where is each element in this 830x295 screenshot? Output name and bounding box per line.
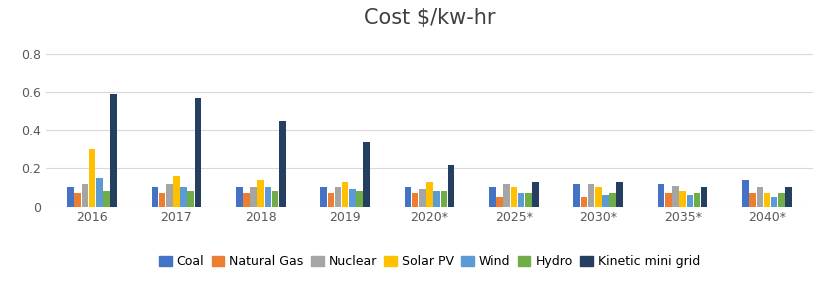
Bar — [180, 188, 187, 206]
Bar — [518, 193, 525, 206]
Bar — [110, 94, 117, 206]
Bar — [320, 188, 327, 206]
Bar — [279, 121, 286, 206]
Bar — [251, 188, 257, 206]
Bar — [188, 191, 194, 206]
Bar — [785, 188, 792, 206]
Bar — [89, 150, 95, 206]
Bar — [672, 186, 679, 206]
Bar — [749, 193, 756, 206]
Bar — [686, 195, 693, 206]
Bar — [342, 182, 349, 206]
Bar — [433, 191, 440, 206]
Bar — [679, 191, 686, 206]
Bar — [756, 188, 763, 206]
Bar — [152, 188, 159, 206]
Bar — [356, 191, 363, 206]
Bar — [334, 188, 341, 206]
Bar — [602, 195, 608, 206]
Bar — [510, 188, 517, 206]
Bar — [195, 98, 201, 206]
Bar — [764, 193, 770, 206]
Bar — [694, 193, 701, 206]
Bar — [574, 184, 580, 206]
Bar — [173, 176, 180, 206]
Bar — [609, 193, 616, 206]
Bar — [581, 197, 587, 206]
Bar — [595, 188, 602, 206]
Bar — [265, 188, 271, 206]
Bar — [742, 180, 749, 206]
Bar — [658, 184, 664, 206]
Bar — [349, 189, 355, 206]
Bar — [328, 193, 334, 206]
Bar — [75, 193, 81, 206]
Bar — [159, 193, 165, 206]
Legend: Coal, Natural Gas, Nuclear, Solar PV, Wind, Hydro, Kinetic mini grid: Coal, Natural Gas, Nuclear, Solar PV, Wi… — [154, 250, 705, 273]
Bar — [441, 191, 447, 206]
Bar — [489, 188, 496, 206]
Bar — [496, 197, 503, 206]
Bar — [427, 182, 432, 206]
Bar — [617, 182, 623, 206]
Bar — [257, 180, 264, 206]
Bar — [588, 184, 594, 206]
Bar — [447, 165, 454, 206]
Bar — [525, 193, 531, 206]
Bar — [665, 193, 671, 206]
Bar — [412, 193, 418, 206]
Bar — [504, 184, 510, 206]
Bar — [778, 193, 784, 206]
Bar — [243, 193, 250, 206]
Bar — [96, 178, 103, 206]
Bar — [419, 189, 426, 206]
Bar — [405, 188, 412, 206]
Bar — [103, 191, 110, 206]
Bar — [166, 184, 173, 206]
Title: Cost $/kw-hr: Cost $/kw-hr — [364, 8, 496, 28]
Bar — [272, 191, 278, 206]
Bar — [81, 184, 88, 206]
Bar — [701, 188, 707, 206]
Bar — [364, 142, 370, 206]
Bar — [67, 188, 74, 206]
Bar — [532, 182, 539, 206]
Bar — [771, 197, 778, 206]
Bar — [236, 188, 242, 206]
